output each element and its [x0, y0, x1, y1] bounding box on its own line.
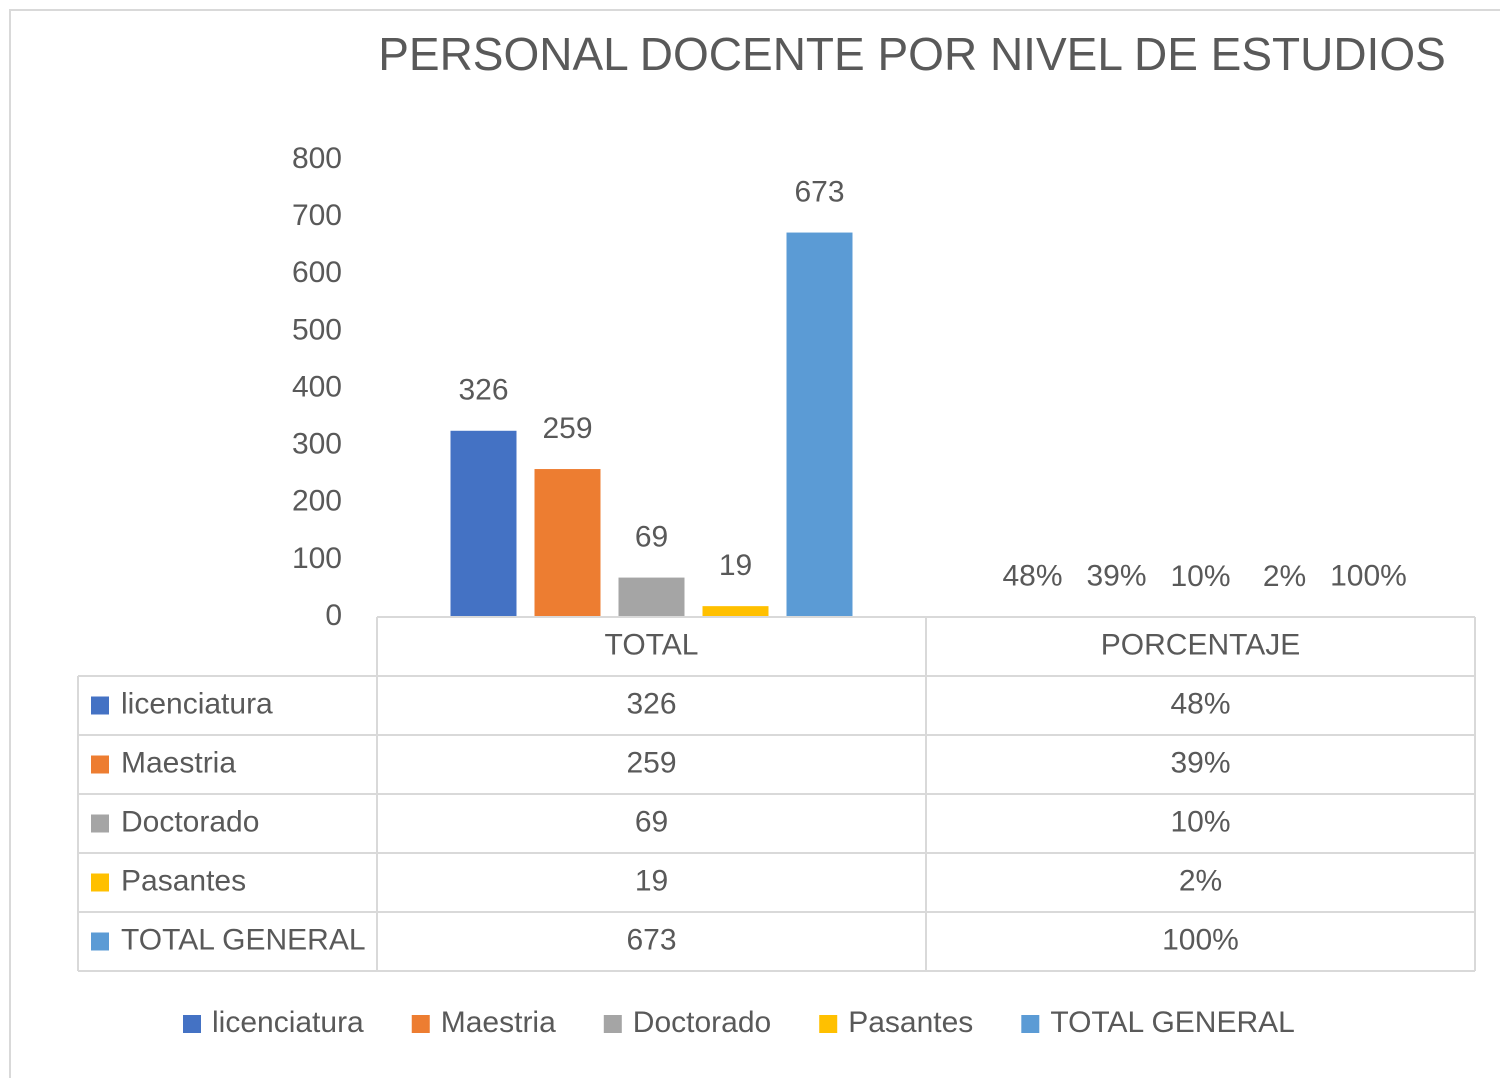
- legend-key: [183, 1015, 201, 1033]
- bar: [534, 469, 601, 617]
- data-label: 39%: [1086, 560, 1146, 593]
- table-legend-key: [91, 814, 109, 833]
- data-label: 100%: [1330, 559, 1407, 592]
- table-header: TOTAL: [605, 628, 699, 661]
- legend-label: TOTAL GENERAL: [1050, 1006, 1295, 1039]
- table-cell: 673: [626, 923, 676, 956]
- table-legend-key: [91, 755, 109, 774]
- y-tick-label: 300: [292, 428, 342, 461]
- table-cell: 19: [635, 864, 668, 897]
- table-cell: 100%: [1162, 923, 1239, 956]
- table-row-label: licenciatura: [121, 687, 273, 720]
- legend-key: [1021, 1015, 1040, 1033]
- legend-label: Doctorado: [633, 1006, 771, 1039]
- data-label: 69: [635, 521, 668, 554]
- table-row-label: Maestria: [121, 746, 236, 779]
- table-cell: 69: [635, 805, 668, 838]
- data-label: 673: [794, 175, 844, 208]
- bar: [702, 606, 769, 617]
- y-tick-label: 600: [292, 256, 342, 289]
- y-tick-label: 400: [292, 370, 342, 403]
- y-tick-label: 700: [292, 199, 342, 232]
- bar: [450, 430, 517, 617]
- table-header: PORCENTAJE: [1101, 628, 1300, 661]
- chart-border: [9, 9, 1500, 1078]
- table-row-label: Pasantes: [121, 864, 246, 897]
- data-label: 19: [719, 549, 752, 582]
- data-label: 326: [458, 374, 508, 407]
- table-row-label: TOTAL GENERAL: [121, 923, 366, 956]
- bar: [786, 232, 853, 617]
- table-cell: 2%: [1179, 864, 1222, 897]
- table-cell: 259: [626, 746, 676, 779]
- data-label: 2%: [1263, 560, 1306, 593]
- bar: [618, 577, 685, 617]
- table-legend-key: [91, 696, 109, 715]
- table-legend-key: [91, 932, 109, 951]
- y-tick-label: 0: [325, 599, 342, 632]
- chart-title: PERSONAL DOCENTE POR NIVEL DE ESTUDIOS: [378, 28, 1446, 80]
- table-cell: 10%: [1170, 805, 1230, 838]
- legend-key: [819, 1015, 838, 1033]
- legend-key: [411, 1015, 430, 1033]
- data-label: 48%: [1002, 560, 1062, 593]
- y-tick-label: 800: [292, 142, 342, 175]
- y-tick-label: 100: [292, 542, 342, 575]
- legend-label: Pasantes: [848, 1006, 973, 1039]
- data-label: 10%: [1170, 560, 1230, 593]
- legend-key: [603, 1015, 622, 1033]
- table-cell: 39%: [1170, 746, 1230, 779]
- y-tick-label: 500: [292, 313, 342, 346]
- table-row-label: Doctorado: [121, 805, 259, 838]
- y-tick-label: 200: [292, 485, 342, 518]
- data-label: 259: [542, 412, 592, 445]
- legend-label: Maestria: [441, 1006, 556, 1039]
- table-legend-key: [91, 873, 109, 892]
- table-cell: 48%: [1170, 687, 1230, 720]
- table-cell: 326: [626, 687, 676, 720]
- legend-label: licenciatura: [212, 1006, 364, 1039]
